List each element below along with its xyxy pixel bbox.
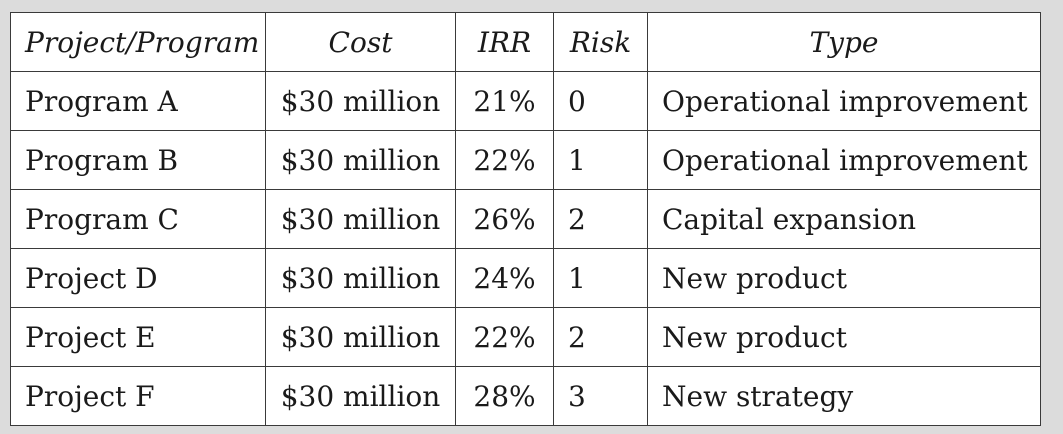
cell-irr: 21% — [455, 71, 554, 131]
cell-type: New strategy — [647, 366, 1041, 426]
cell-cost: $30 million — [265, 366, 456, 426]
cell-irr: 26% — [455, 189, 554, 249]
header-risk: Risk — [553, 12, 648, 72]
cell-cost: $30 million — [265, 130, 456, 190]
cell-risk: 1 — [553, 248, 648, 308]
table-row: Project E $30 million 22% 2 New product — [10, 307, 1041, 367]
cell-risk: 3 — [553, 366, 648, 426]
cell-type: New product — [647, 307, 1041, 367]
cell-cost: $30 million — [265, 248, 456, 308]
cell-irr: 22% — [455, 130, 554, 190]
table-row: Program B $30 million 22% 1 Operational … — [10, 130, 1041, 190]
cell-name: Program C — [10, 189, 266, 249]
cell-name: Project E — [10, 307, 266, 367]
cell-irr: 22% — [455, 307, 554, 367]
table-row: Project D $30 million 24% 1 New product — [10, 248, 1041, 308]
cell-type: Capital expansion — [647, 189, 1041, 249]
table-header-row: Project/Program Cost IRR Risk Type — [10, 12, 1041, 72]
table-row: Program A $30 million 21% 0 Operational … — [10, 71, 1041, 131]
cell-name: Program B — [10, 130, 266, 190]
header-cost: Cost — [265, 12, 456, 72]
cell-type: Operational improvement — [647, 71, 1041, 131]
cell-name: Program A — [10, 71, 266, 131]
cell-name: Project D — [10, 248, 266, 308]
cell-irr: 28% — [455, 366, 554, 426]
header-irr: IRR — [455, 12, 554, 72]
cell-name: Project F — [10, 366, 266, 426]
cell-cost: $30 million — [265, 307, 456, 367]
cell-risk: 2 — [553, 307, 648, 367]
cell-cost: $30 million — [265, 71, 456, 131]
cell-type: New product — [647, 248, 1041, 308]
cell-risk: 2 — [553, 189, 648, 249]
cell-cost: $30 million — [265, 189, 456, 249]
header-project-program: Project/Program — [10, 12, 266, 72]
cell-risk: 1 — [553, 130, 648, 190]
header-type: Type — [647, 12, 1041, 72]
cell-risk: 0 — [553, 71, 648, 131]
project-table: Project/Program Cost IRR Risk Type Progr… — [10, 12, 1041, 426]
table-row: Project F $30 million 28% 3 New strategy — [10, 366, 1041, 426]
table-row: Program C $30 million 26% 2 Capital expa… — [10, 189, 1041, 249]
cell-irr: 24% — [455, 248, 554, 308]
cell-type: Operational improvement — [647, 130, 1041, 190]
